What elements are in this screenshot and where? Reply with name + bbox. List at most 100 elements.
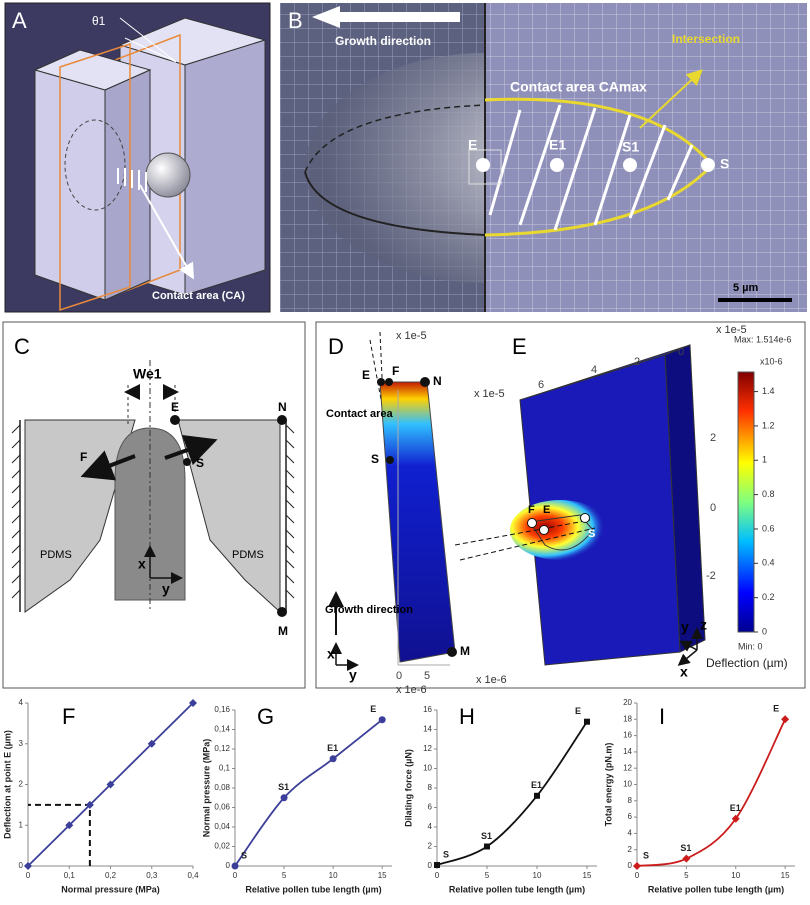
x-tick-label: 0: [635, 871, 640, 880]
y-axis-title: Dilating force (µN): [403, 749, 413, 827]
data-line: [636, 718, 786, 867]
axis-label: x: [680, 664, 688, 680]
y-tick-label: 0,02: [214, 842, 230, 851]
point-label: E1: [549, 137, 566, 153]
axis-tick: 0: [678, 346, 684, 358]
data-point: [189, 699, 197, 707]
axis-tick: 4: [591, 364, 597, 376]
y-tick-label: 2: [428, 842, 433, 851]
y-tick-label: 4: [19, 698, 24, 707]
point-label: E: [773, 704, 779, 714]
x-tick-label: 5: [684, 871, 689, 880]
point-label: S: [241, 850, 247, 860]
y-tick-label: 0,16: [214, 705, 230, 714]
scale-label: x 1e-6: [476, 674, 507, 686]
colorbar-ticks: 1.4 1.2 1 0.8 0.6 0.4 0.2 0: [754, 386, 775, 636]
x-axis-title: Relative pollen tube length (µm): [245, 884, 381, 894]
scale-label: x 1e-5: [716, 324, 747, 336]
point-label: F: [80, 450, 87, 464]
y-tick-label: 2: [19, 780, 24, 789]
colorbar-tick-label: 0.6: [762, 523, 775, 533]
x-tick-label: 10: [731, 871, 740, 880]
y-tick-label: 0: [428, 861, 433, 870]
axis-tick: 6: [538, 379, 544, 391]
data-point: [24, 862, 32, 870]
scale-label: x 1e-5: [474, 388, 505, 400]
data-line: [27, 702, 194, 867]
data-point: [65, 821, 74, 830]
point-label: E: [543, 504, 550, 516]
panel-label: B: [288, 8, 303, 33]
panel-de: D x 1e-5 E F N S M Contact area Growth d…: [315, 321, 806, 696]
y-tick-label: 0,04: [214, 822, 230, 831]
y-tick-label: 14: [423, 725, 432, 734]
width-label: We1: [133, 366, 162, 382]
data-point: [584, 718, 590, 725]
contact-label: Contact area CAmax: [510, 79, 647, 95]
point-label: E: [171, 400, 179, 414]
axis-label: y: [681, 619, 689, 635]
y-axis-title: Deflection at point E (µm): [2, 730, 12, 839]
data-line: [436, 721, 588, 866]
point-label: E: [362, 368, 370, 382]
data-point: [781, 715, 790, 724]
min-label: Min: 0: [738, 641, 763, 651]
y-tick-label: 2: [628, 845, 633, 854]
scale-label: x 1e-6: [396, 684, 427, 696]
point-label: S: [443, 849, 449, 859]
point-label: M: [278, 624, 288, 638]
y-tick-label: 0,1: [219, 764, 231, 773]
y-tick-label: 12: [423, 744, 432, 753]
panel-c: C We1 E N F S M PDMS PDMS x y: [2, 321, 306, 689]
data-point: [329, 755, 337, 763]
data-point: [534, 792, 540, 799]
data-point: [682, 854, 691, 863]
colorbar-tick-label: 0: [762, 626, 767, 636]
panel-a: A θ1 Contact area (CA): [4, 2, 271, 313]
panel-label: A: [12, 8, 27, 33]
point-label: E1: [730, 803, 741, 813]
point-label: E: [575, 706, 581, 716]
axis-tick: 2: [634, 356, 640, 368]
scale-label: 5 µm: [733, 282, 759, 294]
contact-label: Contact area (CA): [152, 290, 245, 302]
point-label: E: [370, 704, 376, 714]
axis-tick: 2: [710, 432, 716, 444]
growth-label: Growth direction: [325, 604, 413, 616]
max-label: Max: 1.514e-6: [734, 334, 792, 344]
x-tick-label: 0,4: [187, 871, 199, 880]
x-tick-label: 0: [435, 871, 440, 880]
y-tick-label: 20: [623, 698, 632, 707]
panel-label: C: [14, 334, 30, 359]
point-label: S1: [278, 782, 289, 792]
data-point: [280, 794, 288, 802]
colorbar-title: Deflection (µm): [706, 656, 788, 670]
point-label: S: [643, 850, 649, 860]
axis-label: x: [327, 646, 335, 662]
panel-label: H: [459, 704, 475, 729]
data-line: [234, 719, 383, 867]
exponent-label: x10-6: [760, 356, 783, 366]
panel-label: E: [512, 334, 527, 359]
data-point: [106, 780, 115, 789]
x-tick-label: 15: [378, 871, 387, 880]
axis-tick: 0: [710, 502, 716, 514]
data-point: [434, 862, 440, 869]
y-tick-label: 18: [623, 714, 632, 723]
data-point: [147, 739, 156, 748]
panel-label: F: [62, 704, 75, 729]
y-tick-label: 14: [623, 747, 632, 756]
intersection-label: Intersection: [672, 32, 740, 46]
x-axis-title: Normal pressure (MPa): [61, 884, 160, 894]
point-label: S: [371, 452, 379, 466]
point-label: S: [196, 456, 204, 470]
point-label: F: [392, 364, 399, 378]
panel-label: I: [659, 704, 665, 729]
y-tick-label: 16: [623, 731, 632, 740]
axis-tick: 5: [424, 670, 430, 682]
y-tick-label: 0: [19, 861, 24, 870]
colorbar-tick-label: 0.2: [762, 592, 775, 602]
axis-label: y: [162, 581, 170, 597]
material-label: PDMS: [232, 549, 264, 561]
